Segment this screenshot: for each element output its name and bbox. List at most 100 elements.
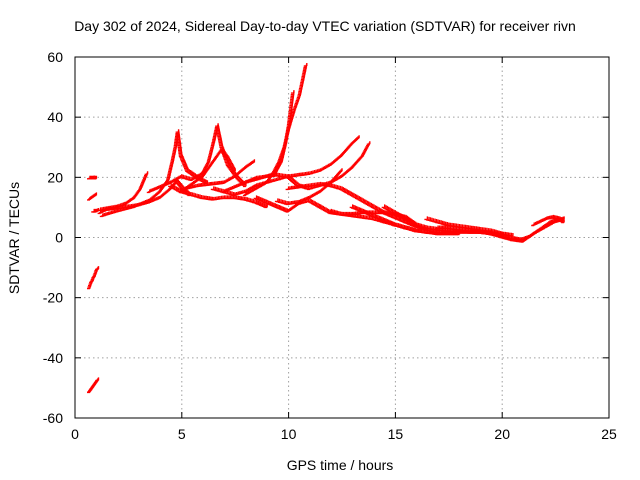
data-point [312, 201, 316, 206]
x-tick-label: 20 [494, 426, 510, 442]
data-point [180, 185, 184, 189]
series-arc-10 [178, 147, 236, 194]
data-point [232, 168, 236, 172]
data-point [412, 221, 417, 226]
data-point [371, 204, 375, 209]
data-point [251, 159, 256, 163]
data-point [179, 184, 183, 188]
data-point [307, 198, 311, 203]
data-point [293, 181, 298, 186]
data-point [320, 205, 324, 210]
data-point [561, 219, 565, 224]
y-axis-title: SDTVAR / TECUs [6, 182, 22, 294]
data-point [190, 171, 194, 176]
data-point [557, 217, 562, 221]
data-point [178, 183, 182, 187]
data-point [224, 153, 228, 158]
series-arc-27 [531, 214, 565, 227]
data-point [397, 213, 402, 218]
data-point [407, 218, 411, 223]
data-point [392, 210, 397, 215]
axis-ticks [74, 56, 610, 419]
series-arc-3 [87, 175, 98, 180]
data-point [176, 181, 181, 185]
data-point [353, 194, 358, 199]
data-point [349, 192, 354, 197]
data-point [290, 178, 294, 182]
y-tick-label: 60 [47, 49, 63, 65]
y-tick-label: 0 [55, 230, 63, 246]
data-point [409, 220, 414, 224]
data-point [170, 184, 175, 189]
data-point [177, 182, 181, 186]
data-point [366, 141, 371, 145]
data-point [355, 195, 359, 200]
y-axis-tick-labels: -60 -40 -20 0 20 40 60 [43, 49, 63, 426]
data-point [404, 217, 409, 221]
data-point [381, 204, 386, 209]
series-arc-7 [97, 171, 149, 212]
data-point [228, 161, 233, 166]
data-point [223, 152, 227, 157]
data-point [357, 196, 362, 201]
data-point [169, 184, 174, 188]
series-arc-8 [99, 129, 209, 218]
data-point [340, 187, 344, 191]
data-point [173, 186, 178, 191]
data-point [368, 202, 373, 207]
data-point [95, 377, 100, 382]
data-point [315, 202, 319, 207]
data-point [365, 201, 370, 206]
data-point [222, 151, 226, 155]
data-point [168, 183, 172, 188]
data-point [227, 160, 232, 164]
data-point [309, 199, 314, 204]
y-tick-label: 40 [47, 109, 63, 125]
x-axis-tick-labels: 0 5 10 15 20 25 [71, 426, 617, 442]
data-point [188, 170, 193, 175]
x-tick-label: 25 [601, 426, 617, 442]
data-point [93, 175, 98, 180]
data-point [176, 187, 180, 192]
data-point [359, 197, 363, 202]
data-point [187, 170, 192, 174]
data-point [291, 179, 296, 183]
data-point [220, 148, 224, 153]
data-point [339, 186, 343, 191]
data-point [351, 193, 355, 197]
data-point [352, 193, 357, 198]
data-point [175, 179, 180, 184]
data-point [174, 187, 179, 191]
data-point [556, 216, 561, 221]
data-point [95, 266, 100, 270]
data-point [560, 218, 564, 223]
data-point [363, 199, 367, 204]
data-point [389, 208, 394, 213]
data-point [238, 178, 243, 183]
data-point [237, 177, 242, 182]
data-point [235, 175, 240, 180]
y-tick-label: -60 [43, 410, 63, 426]
data-point [185, 168, 189, 172]
data-point [289, 177, 293, 181]
series-arc-13 [210, 135, 360, 197]
series-arc-16 [242, 141, 371, 191]
y-tick-label: 20 [47, 169, 63, 185]
data-point [236, 176, 241, 181]
data-point [191, 172, 195, 177]
series-arc-11 [183, 159, 256, 191]
data-point [177, 188, 182, 193]
data-points [87, 63, 565, 394]
data-point [341, 187, 346, 192]
data-point [339, 168, 343, 172]
data-point [172, 185, 176, 190]
data-point [317, 204, 322, 209]
data-point [345, 190, 350, 194]
x-tick-label: 0 [71, 426, 79, 442]
x-tick-label: 10 [281, 426, 297, 442]
data-point [403, 216, 407, 221]
data-point [384, 205, 389, 210]
y-tick-label: -40 [43, 350, 63, 366]
x-axis-title: GPS time / hours [287, 457, 394, 473]
